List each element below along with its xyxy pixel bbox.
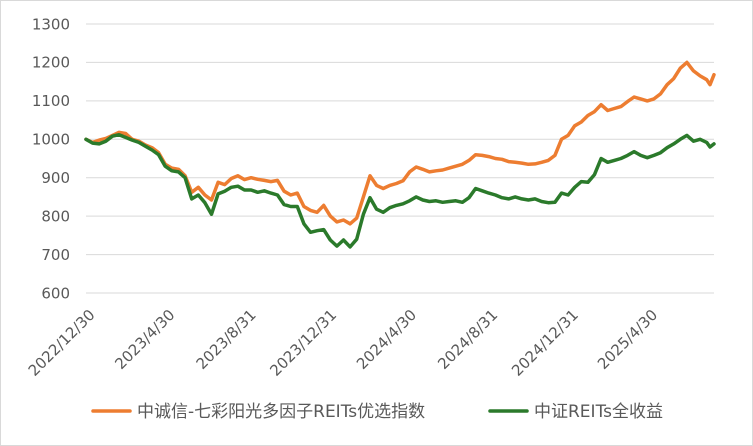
- legend: 中诚信-七彩阳光多因子REITs优选指数 中证REITs全收益: [91, 402, 663, 422]
- y-tick-label: 1300: [32, 15, 70, 33]
- legend-label-series-2: 中证REITs全收益: [534, 402, 663, 422]
- y-tick-label: 1200: [32, 54, 70, 72]
- gridlines: [86, 23, 714, 294]
- legend-label-series-1: 中诚信-七彩阳光多因子REITs优选指数: [137, 402, 425, 422]
- y-tick-label: 1000: [32, 131, 70, 149]
- series-line-2: [84, 132, 716, 249]
- legend-item-series-1: 中诚信-七彩阳光多因子REITs优选指数: [91, 402, 425, 422]
- y-axis-tick-labels: 600 700 800 900 1000 1100 1200 1300: [32, 15, 70, 302]
- y-tick-label: 600: [41, 284, 70, 302]
- legend-item-series-2: 中证REITs全收益: [488, 402, 663, 422]
- series-lines: [84, 60, 716, 249]
- y-tick-label: 900: [41, 169, 70, 187]
- series-line-1: [84, 60, 716, 226]
- y-tick-label: 700: [41, 246, 70, 264]
- y-tick-label: 1100: [32, 92, 70, 110]
- y-tick-label: 800: [41, 207, 70, 225]
